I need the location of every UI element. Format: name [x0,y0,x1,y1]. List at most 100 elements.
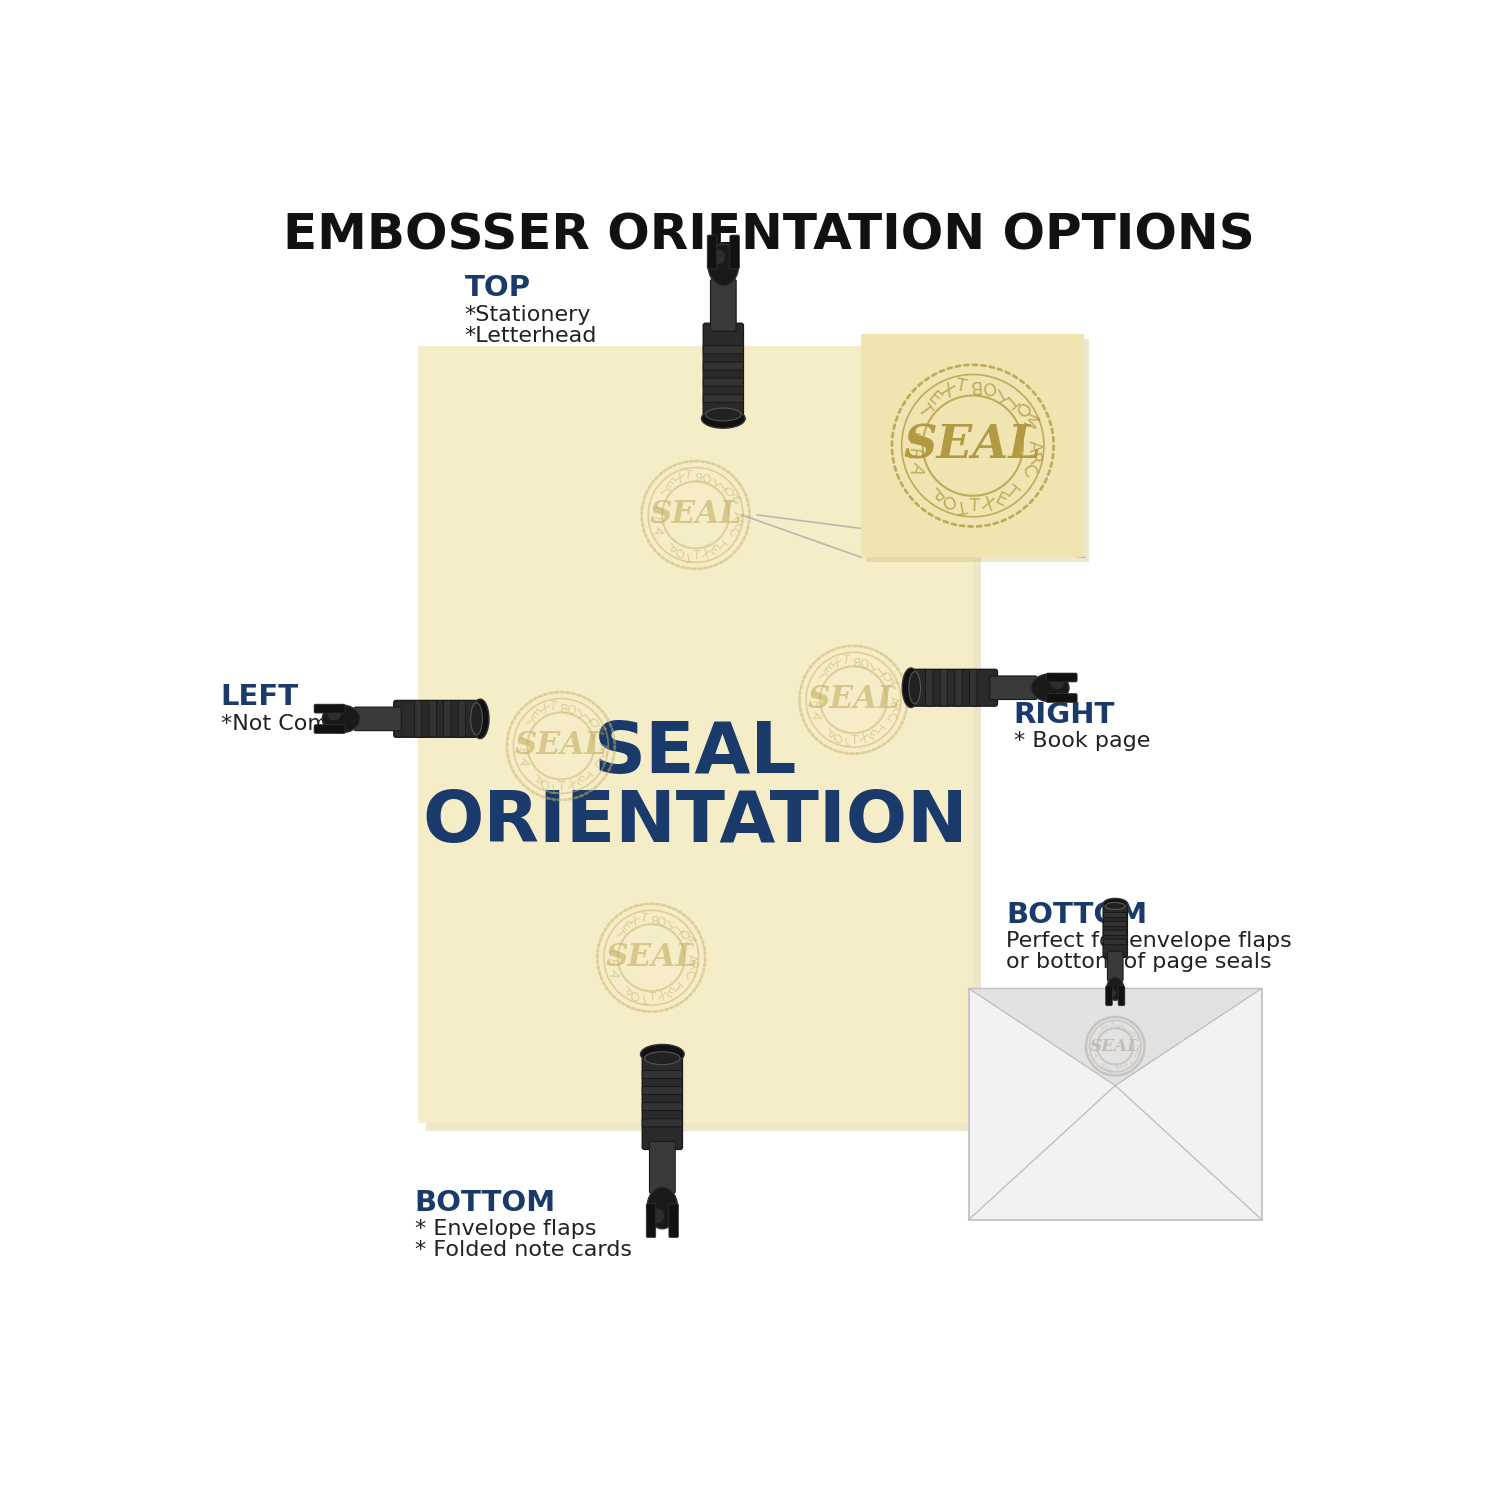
Ellipse shape [705,408,741,422]
Text: A: A [596,742,608,750]
Text: M: M [1131,1034,1138,1041]
Ellipse shape [902,668,920,708]
Text: * Envelope flaps: * Envelope flaps [414,1218,596,1239]
Text: O: O [1010,398,1032,420]
Ellipse shape [471,699,489,738]
FancyBboxPatch shape [1104,912,1126,918]
Text: R: R [1022,452,1042,466]
Text: C: C [903,430,922,445]
Text: B: B [693,468,700,482]
Text: T: T [714,477,729,490]
Ellipse shape [640,1044,684,1064]
Text: O: O [830,729,843,744]
Polygon shape [969,988,1262,1086]
Text: E: E [618,920,633,934]
FancyBboxPatch shape [444,700,452,736]
FancyBboxPatch shape [642,1102,682,1110]
Text: C: C [1132,1053,1138,1059]
Text: C: C [1017,462,1038,482]
FancyBboxPatch shape [704,322,744,417]
Text: E: E [821,662,834,676]
Ellipse shape [1102,898,1128,909]
Ellipse shape [1030,674,1069,702]
Text: T: T [873,723,886,738]
FancyBboxPatch shape [730,236,740,268]
Text: C: C [1090,1041,1096,1046]
FancyBboxPatch shape [969,988,1262,1220]
Text: T: T [558,780,566,794]
Text: LEFT: LEFT [220,684,298,711]
Text: T: T [549,699,558,714]
Text: T: T [639,910,648,926]
Text: T: T [1114,1065,1118,1071]
Text: T: T [670,920,684,934]
Text: O: O [566,699,578,714]
Text: SEAL: SEAL [514,730,608,762]
Text: T: T [842,732,850,747]
Ellipse shape [646,1186,678,1228]
Text: X: X [566,778,576,792]
FancyBboxPatch shape [704,394,744,402]
FancyBboxPatch shape [1104,939,1126,944]
Ellipse shape [714,249,724,264]
Text: X: X [627,914,640,928]
Text: X: X [830,656,843,670]
Text: A: A [1134,1044,1140,1048]
Text: X: X [656,990,668,1004]
FancyBboxPatch shape [354,706,402,730]
Text: *Stationery: *Stationery [465,304,591,326]
Ellipse shape [645,1052,680,1065]
Text: T: T [1002,388,1022,410]
FancyBboxPatch shape [956,669,963,706]
FancyBboxPatch shape [1104,921,1126,927]
Ellipse shape [327,710,340,720]
Ellipse shape [702,410,746,428]
Text: R: R [807,700,820,709]
Text: P: P [663,538,676,554]
FancyBboxPatch shape [429,700,436,736]
Text: T: T [954,495,969,514]
Text: X: X [672,471,686,486]
Text: ORIENTATION: ORIENTATION [423,789,969,858]
FancyBboxPatch shape [642,1056,682,1149]
FancyBboxPatch shape [426,354,981,1131]
Text: P: P [618,981,633,996]
Text: O: O [585,714,600,729]
Text: * Book page: * Book page [1014,730,1150,750]
Text: X: X [1102,1023,1108,1029]
Text: T: T [520,716,536,729]
Text: M: M [882,675,898,690]
Text: or bottom of page seals: or bottom of page seals [1007,952,1272,972]
FancyBboxPatch shape [1118,986,1125,1005]
Text: C: C [724,525,740,538]
Text: O: O [537,774,550,790]
FancyBboxPatch shape [458,700,465,736]
Text: R: R [728,519,742,530]
FancyBboxPatch shape [1047,674,1077,682]
Text: E: E [528,708,542,722]
Text: T: T [1108,1022,1113,1028]
Text: BOTTOM: BOTTOM [414,1188,556,1216]
Text: P: P [924,482,944,502]
Ellipse shape [322,705,360,732]
Text: T: T [1126,1026,1132,1032]
Text: A: A [651,524,666,536]
FancyBboxPatch shape [706,236,717,268]
FancyBboxPatch shape [314,704,345,712]
FancyBboxPatch shape [1102,903,1128,957]
Text: O: O [1102,1064,1108,1070]
FancyBboxPatch shape [669,1204,678,1237]
Text: T: T [684,468,693,483]
Text: R: R [1090,1047,1096,1052]
Text: T: T [639,990,648,1005]
Text: O: O [672,543,686,560]
Text: T: T [865,657,877,670]
Text: *Letterhead: *Letterhead [465,326,597,345]
Text: E: E [1098,1026,1104,1032]
Text: T: T [579,708,594,722]
Text: A: A [686,954,698,962]
Text: SEAL: SEAL [904,423,1042,468]
Text: R: R [592,750,608,760]
Text: B: B [648,910,657,924]
Text: C: C [648,506,663,515]
